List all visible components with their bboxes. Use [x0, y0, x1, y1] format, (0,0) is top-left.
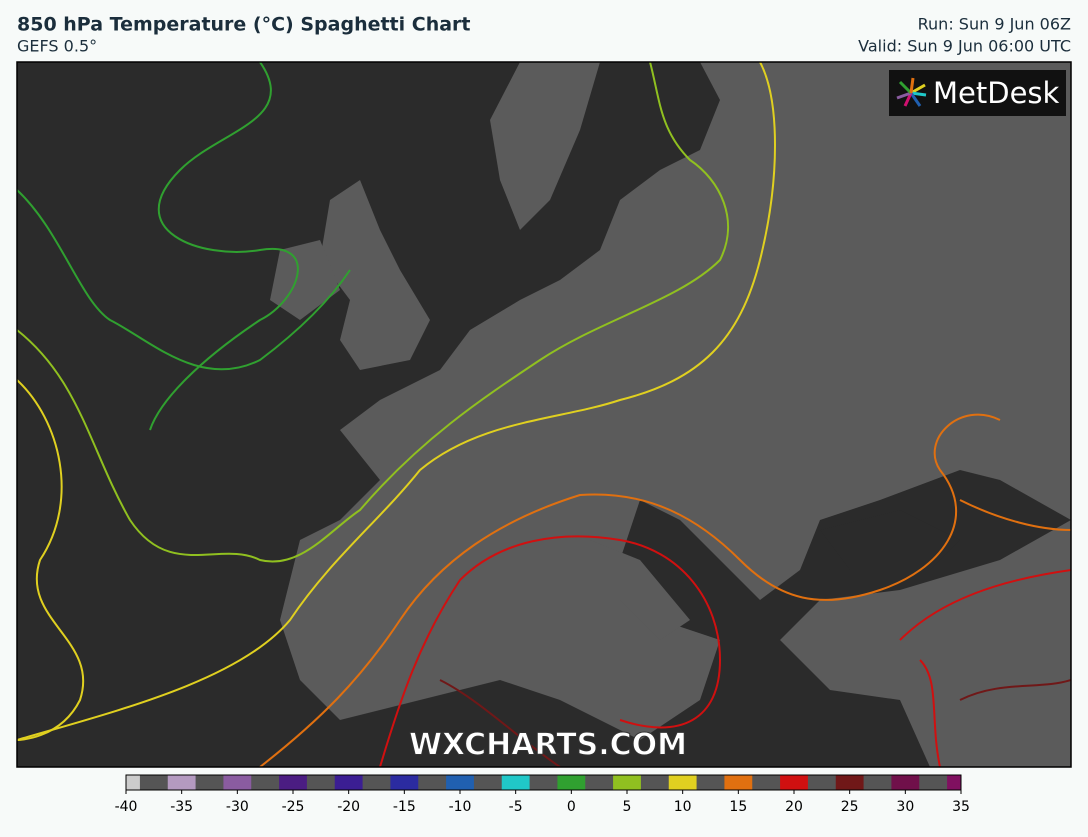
run-time: Run: Sun 9 Jun 06Z — [918, 15, 1071, 34]
watermark: WXCHARTS.COM — [409, 728, 687, 763]
color-patch — [668, 775, 697, 790]
land — [590, 540, 690, 640]
tick-label: 35 — [952, 799, 970, 815]
color-patch — [167, 775, 196, 790]
tick-label: 15 — [729, 799, 747, 815]
land — [490, 62, 600, 230]
color-patch — [947, 775, 961, 790]
valid-time: Valid: Sun 9 Jun 06:00 UTC — [858, 37, 1071, 56]
color-patch — [334, 775, 363, 790]
tick-label: 0 — [567, 799, 576, 815]
tick-label: -10 — [449, 799, 472, 815]
title: 850 hPa Temperature (°C) Spaghetti Chart — [17, 14, 471, 36]
tick-label: 25 — [841, 799, 859, 815]
logo-text: MetDesk — [933, 76, 1060, 110]
color-patch — [223, 775, 252, 790]
subtitle: GEFS 0.5° — [17, 37, 97, 56]
tick-label: -40 — [115, 799, 138, 815]
tick-label: -20 — [337, 799, 360, 815]
color-patch — [557, 775, 586, 790]
land — [280, 62, 1071, 767]
tick-label: -30 — [226, 799, 249, 815]
land — [320, 180, 430, 370]
black-sea — [820, 510, 960, 570]
color-patch — [446, 775, 474, 790]
color-patch — [780, 775, 808, 790]
colorbar-frame — [125, 774, 962, 791]
colorbar: -40 -35 -30 -25 -20 -15 -10 -5 0 5 10 15 20 25 30 35 — [115, 774, 970, 815]
tick-label: -15 — [393, 799, 416, 815]
tick-label: 20 — [785, 799, 803, 815]
logo-icon — [896, 77, 927, 107]
color-patch — [126, 775, 140, 790]
color-patch — [891, 775, 920, 790]
colorbar-patches — [126, 775, 961, 790]
map-frame — [16, 61, 1072, 768]
contours — [17, 62, 1071, 767]
map: MetDesk WXCHARTS.COM — [17, 62, 1071, 767]
tick-label: 10 — [674, 799, 692, 815]
color-patch — [613, 775, 641, 790]
land — [270, 240, 340, 320]
color-patch — [501, 775, 530, 790]
tick-label: 5 — [623, 799, 632, 815]
tick-label: -5 — [509, 799, 523, 815]
color-patch — [835, 775, 864, 790]
color-patch — [390, 775, 419, 790]
tick-label: -35 — [170, 799, 193, 815]
tick-label: 30 — [896, 799, 914, 815]
color-patch — [724, 775, 753, 790]
color-patch — [279, 775, 307, 790]
tick-label: -25 — [282, 799, 305, 815]
